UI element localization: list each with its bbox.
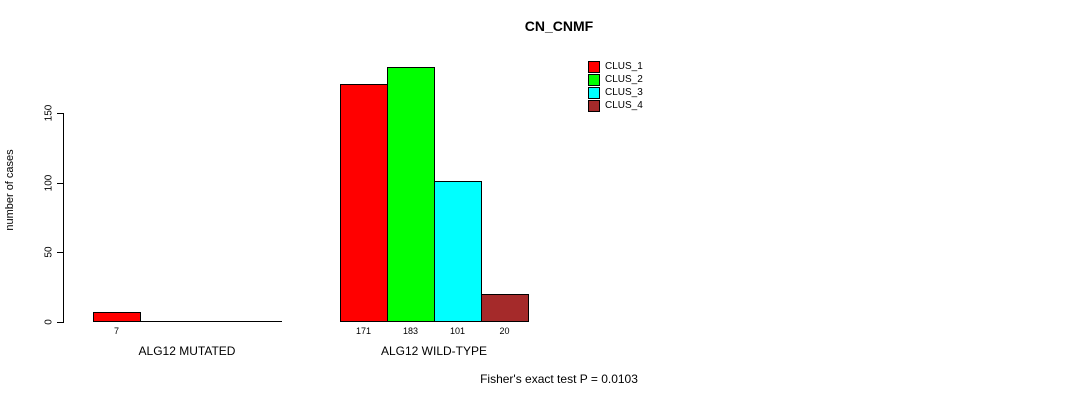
zero-bar-CLUS_3 <box>187 321 235 322</box>
zero-bar-CLUS_4 <box>234 321 282 322</box>
bar-value-label: 183 <box>402 326 419 336</box>
y-tick-label: 50 <box>43 246 55 258</box>
legend-label: CLUS_3 <box>605 87 643 98</box>
legend-label: CLUS_1 <box>605 61 643 72</box>
bar-CLUS_4 <box>481 294 529 322</box>
y-tick-label: 0 <box>43 319 55 325</box>
legend-label: CLUS_4 <box>605 100 643 111</box>
legend-swatch-icon <box>588 99 600 112</box>
bar-value-label: 7 <box>113 326 120 336</box>
bar-CLUS_3 <box>434 181 482 322</box>
bar-CLUS_2 <box>387 67 435 322</box>
legend-swatch-icon <box>588 73 600 86</box>
bar-CLUS_1 <box>93 312 141 322</box>
bar-value-label: 171 <box>355 326 372 336</box>
stat-annotation: Fisher's exact test P = 0.0103 <box>480 372 638 386</box>
x-category-label: ALG12 WILD-TYPE <box>380 344 488 358</box>
y-axis-line <box>63 113 64 323</box>
x-category-label: ALG12 MUTATED <box>138 344 236 358</box>
zero-bar-CLUS_2 <box>140 321 188 322</box>
y-axis-tick <box>57 183 63 184</box>
legend-item-CLUS_3: CLUS_3 <box>588 86 643 99</box>
legend-swatch-icon <box>588 60 600 73</box>
bar-value-label: 20 <box>499 326 510 336</box>
legend-item-CLUS_1: CLUS_1 <box>588 60 643 73</box>
y-axis-tick <box>57 252 63 253</box>
y-axis-label: number of cases <box>4 149 16 231</box>
bar-value-label: 101 <box>449 326 466 336</box>
y-tick-label: 100 <box>43 174 55 192</box>
legend-item-CLUS_2: CLUS_2 <box>588 73 643 86</box>
y-axis-tick <box>57 113 63 114</box>
bar-CLUS_1 <box>340 84 388 322</box>
y-tick-label: 150 <box>43 104 55 122</box>
legend: CLUS_1 CLUS_2 CLUS_3 CLUS_4 <box>588 60 643 112</box>
legend-swatch-icon <box>588 86 600 99</box>
legend-item-CLUS_4: CLUS_4 <box>588 99 643 112</box>
chart-title: CN_CNMF <box>524 18 594 34</box>
y-axis-tick <box>57 322 63 323</box>
legend-label: CLUS_2 <box>605 74 643 85</box>
